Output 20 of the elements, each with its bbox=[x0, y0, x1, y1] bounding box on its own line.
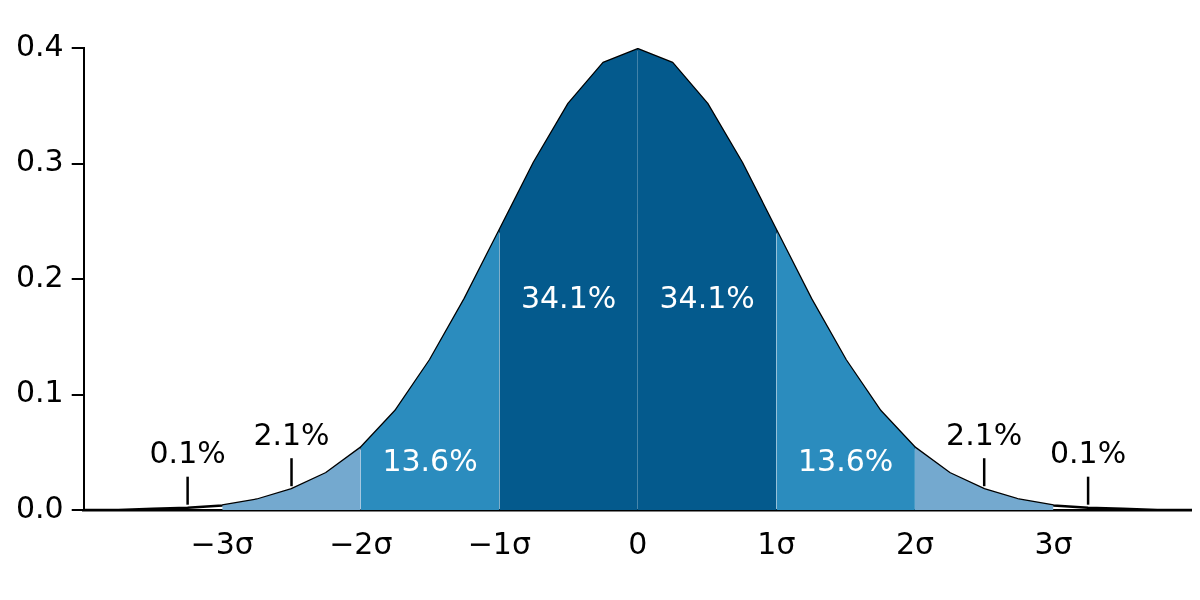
y-tick-label: 0.0 bbox=[15, 489, 64, 525]
annotation: 0.1% bbox=[149, 435, 226, 471]
x-tick-label: 1σ bbox=[757, 525, 796, 561]
series-label: 13.6% bbox=[382, 443, 478, 479]
y-tick-label: 0.4 bbox=[15, 27, 64, 63]
x-tick-label: 3σ bbox=[1034, 525, 1073, 561]
series-label: 13.6% bbox=[798, 443, 894, 479]
x-tick-label: 0 bbox=[628, 525, 648, 561]
y-tick-label: 0.2 bbox=[15, 258, 64, 294]
series-label: 34.1% bbox=[520, 280, 617, 316]
y-tick-label: 0.3 bbox=[15, 143, 64, 179]
series-label: 2.1% bbox=[253, 417, 330, 453]
x-tick-label: −3σ bbox=[190, 525, 254, 561]
annotation: 0.1% bbox=[1049, 435, 1127, 471]
y-tick-label: 0.1 bbox=[15, 374, 64, 410]
x-tick-label: 2σ bbox=[895, 525, 934, 561]
series-label: 34.1% bbox=[659, 280, 755, 316]
x-tick-label: −1σ bbox=[467, 525, 531, 561]
series-label: 2.1% bbox=[946, 417, 1023, 453]
x-tick-label: −2σ bbox=[329, 525, 393, 561]
